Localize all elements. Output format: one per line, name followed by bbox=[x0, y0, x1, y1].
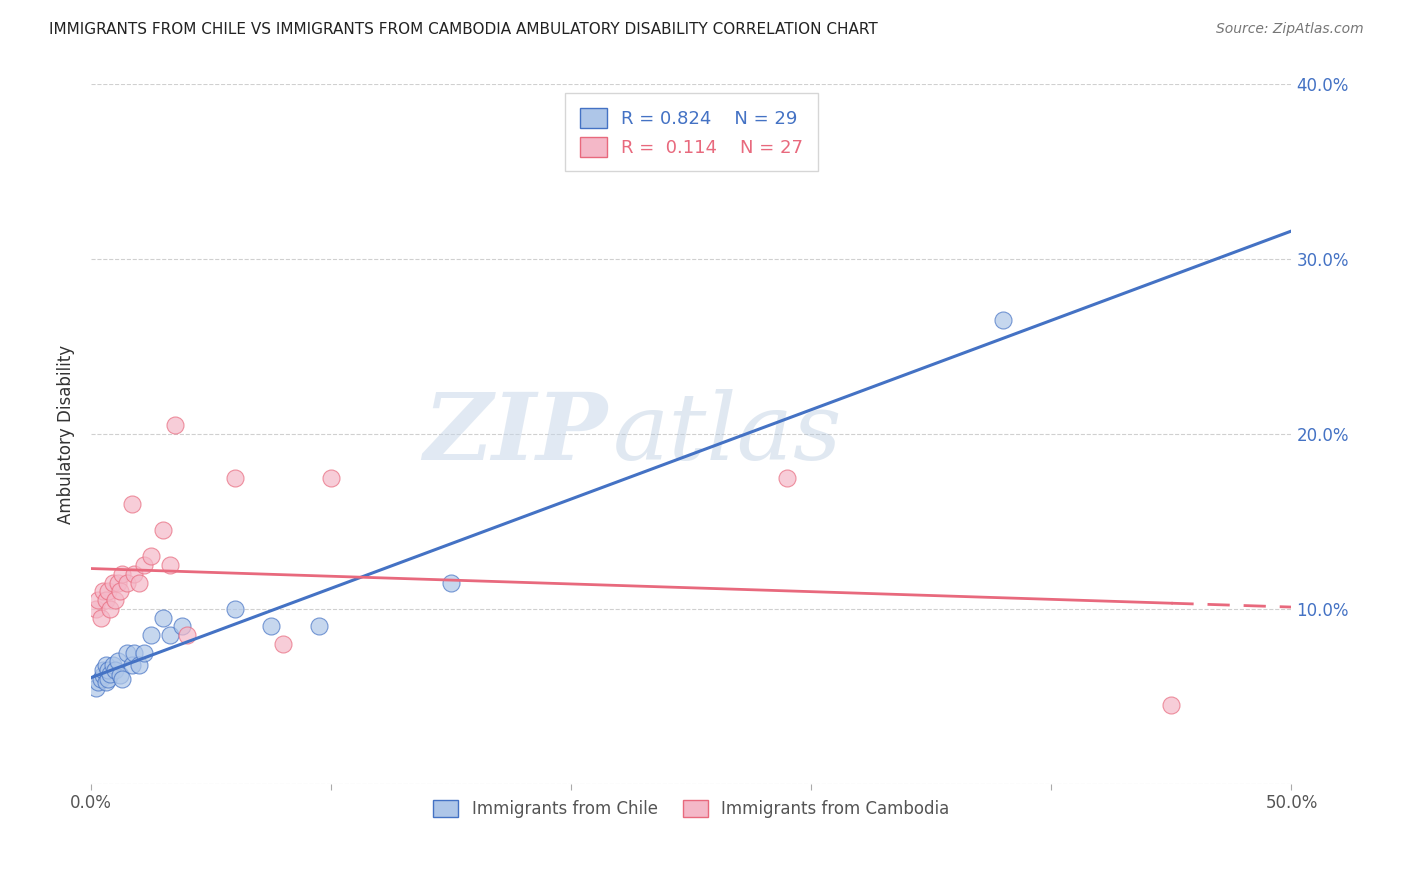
Point bbox=[90, 672, 112, 686]
Y-axis label: Ambulatory Disability: Ambulatory Disability bbox=[58, 344, 75, 524]
Point bbox=[108, 584, 131, 599]
Point bbox=[101, 575, 124, 590]
Point bbox=[440, 575, 463, 590]
Point bbox=[1160, 698, 1182, 712]
Point bbox=[101, 657, 124, 672]
Point bbox=[321, 471, 343, 485]
Point bbox=[128, 575, 150, 590]
Point bbox=[176, 628, 198, 642]
Point bbox=[152, 523, 174, 537]
Point bbox=[91, 668, 114, 682]
Point bbox=[97, 663, 120, 677]
Point bbox=[115, 575, 138, 590]
Point bbox=[308, 619, 330, 633]
Point bbox=[172, 619, 194, 633]
Point bbox=[124, 646, 146, 660]
Point bbox=[159, 558, 181, 573]
Point bbox=[165, 418, 187, 433]
Point bbox=[141, 628, 163, 642]
Text: ZIP: ZIP bbox=[423, 389, 607, 479]
Point bbox=[132, 646, 155, 660]
Point bbox=[132, 558, 155, 573]
Point bbox=[993, 313, 1015, 327]
Point bbox=[104, 593, 127, 607]
Point bbox=[115, 646, 138, 660]
Point bbox=[152, 610, 174, 624]
Point bbox=[84, 681, 107, 695]
Text: Source: ZipAtlas.com: Source: ZipAtlas.com bbox=[1216, 22, 1364, 37]
Point bbox=[260, 619, 283, 633]
Point bbox=[97, 672, 120, 686]
Point bbox=[97, 584, 120, 599]
Point bbox=[776, 471, 799, 485]
Point bbox=[107, 654, 129, 668]
Point bbox=[84, 602, 107, 616]
Point bbox=[87, 675, 110, 690]
Point bbox=[107, 575, 129, 590]
Text: IMMIGRANTS FROM CHILE VS IMMIGRANTS FROM CAMBODIA AMBULATORY DISABILITY CORRELAT: IMMIGRANTS FROM CHILE VS IMMIGRANTS FROM… bbox=[49, 22, 877, 37]
Point bbox=[128, 657, 150, 672]
Point bbox=[159, 628, 181, 642]
Point bbox=[224, 471, 246, 485]
Text: atlas: atlas bbox=[613, 389, 842, 479]
Point bbox=[121, 657, 143, 672]
Point bbox=[94, 657, 117, 672]
Point bbox=[98, 602, 121, 616]
Point bbox=[94, 593, 117, 607]
Point bbox=[124, 566, 146, 581]
Point bbox=[94, 675, 117, 690]
Point bbox=[104, 663, 127, 677]
Point bbox=[91, 663, 114, 677]
Point bbox=[87, 593, 110, 607]
Legend: Immigrants from Chile, Immigrants from Cambodia: Immigrants from Chile, Immigrants from C… bbox=[426, 793, 956, 824]
Point bbox=[121, 497, 143, 511]
Point bbox=[91, 584, 114, 599]
Point bbox=[271, 637, 294, 651]
Point bbox=[224, 602, 246, 616]
Point bbox=[108, 668, 131, 682]
Point bbox=[90, 610, 112, 624]
Point bbox=[111, 672, 134, 686]
Point bbox=[111, 566, 134, 581]
Point bbox=[141, 549, 163, 564]
Point bbox=[98, 666, 121, 681]
